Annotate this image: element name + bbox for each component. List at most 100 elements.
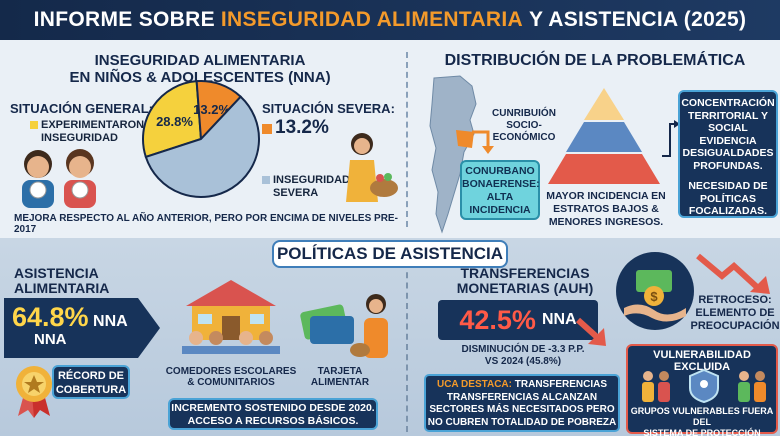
divider-top <box>406 52 408 227</box>
politicas-title: POLÍTICAS DE ASISTENCIA <box>272 240 508 268</box>
argentina-map-icon <box>429 75 477 234</box>
title-highlight: INSEGURIDAD ALIMENTARIA <box>220 8 523 31</box>
conurbano-line3: ALTA <box>486 191 514 203</box>
disminucion-text: DISMINUCIÓN DE -3.3 P.P. VS 2024 (45.8%) <box>448 344 598 368</box>
award-ribbon-icon <box>16 366 52 418</box>
inseguridad-severa-legend: INSEGURIDAD SEVERA <box>262 174 350 200</box>
vulnerabilidad-box: VULNERABILIDAD EXCLUIDA GRUPOS VULNERABL… <box>626 344 778 436</box>
transferencias-title-line2: MONETARIAS (AUH) <box>456 280 594 296</box>
uca-line3: SECTORES MÁS NECESITADOS PERO <box>429 404 615 415</box>
inseguridad-severa-line1: INSEGURIDAD <box>273 174 351 186</box>
comedores-label: COMEDORES ESCOLARES & COMUNITARIOS <box>160 366 302 388</box>
vulnerabilidad-line2: SISTEMA DE PROTECCIÓN SOCIAL <box>643 428 761 436</box>
school-dining-icon <box>182 280 280 354</box>
vulnerabilidad-line1: GRUPOS VULNERABLES FUERA DEL <box>630 406 774 427</box>
conurbano-line4: INCIDENCIA <box>469 204 531 216</box>
down-arrow-icon <box>575 317 606 346</box>
concentracion-box: CONCENTRACIÓN TERRITORIAL Y SOCIAL EVIDE… <box>678 90 778 218</box>
retroceso-line1: RETROCESO: <box>698 294 772 306</box>
tarjeta-line1: TARJETA <box>317 366 363 377</box>
asistencia-unit2: NNA <box>34 331 67 348</box>
woman-basket-icon <box>346 133 398 202</box>
asistencia-unit: NNA <box>93 313 128 330</box>
socioeconomic-pyramid <box>548 88 660 184</box>
incremento-box: INCREMENTO SOSTENIDO DESDE 2020. ACCESO … <box>168 398 378 430</box>
mayor-line1: MAYOR INCIDENCIA EN <box>546 190 666 202</box>
pie-chart: 28.8%13.2% <box>142 80 260 198</box>
experimentaron-line1: EXPERIMENTARON <box>41 119 145 131</box>
top-panel <box>0 40 780 238</box>
transferencias-title-line1: TRANSFERENCIAS <box>460 265 590 281</box>
conurbano-line1: CONURBANO <box>465 165 535 177</box>
uca-line4: NO CUBREN TOTALIDAD DE POBREZA <box>427 416 617 428</box>
bracket-arrow-icon <box>662 120 680 157</box>
pie-label-0: 28.8% <box>156 114 193 129</box>
retroceso-line2: ELEMENTO DE <box>695 307 775 319</box>
transferencias-value: 42.5% <box>459 304 536 335</box>
conurbano-box: CONURBANO BONAERENSE: ALTA INCIDENCIA <box>460 160 540 220</box>
divider-bottom <box>406 262 408 432</box>
retroceso-line3: PREOCUPACIÓN <box>690 320 780 332</box>
mayor-incidencia-text: MAYOR INCIDENCIA EN ESTRATOS BAJOS & MEN… <box>546 190 666 229</box>
pyramid-label: CUNRIBUIÓN SOCIO- ECONÓMICO <box>484 108 564 144</box>
inseguridad-title-line1: INSEGURIDAD ALIMENTARIA <box>94 52 306 69</box>
pie-slice-2 <box>144 95 260 198</box>
asistencia-title-line1: ASISTENCIA <box>14 265 99 281</box>
experimentaron-legend: EXPERIMENTARON INSEGURIDAD <box>30 119 144 145</box>
asistencia-title-line2: ALIMENTARIA <box>14 280 110 296</box>
vulnerable-groups-icon <box>642 368 766 404</box>
children-icon <box>22 149 96 208</box>
comedores-line1: COMEDORES ESCOLARES <box>165 366 297 377</box>
pyramid-label-line2: SOCIO- <box>506 120 542 131</box>
map-pointer-arrow-icon <box>472 130 494 154</box>
box-line4: DESIGUALDADES <box>682 147 774 159</box>
box-line6: NECESIDAD DE <box>688 180 768 192</box>
card-woman-icon <box>300 294 388 358</box>
title-post: Y ASISTENCIA (2025) <box>528 8 747 31</box>
uca-line1: TRANSFERENCIAS <box>514 379 607 390</box>
inseguridad-title: INSEGURIDAD ALIMENTARIA EN NIÑOS & ADOLE… <box>40 52 360 86</box>
money-hands-icon: $ <box>616 252 694 330</box>
mayor-line3: MENORES INGRESOS. <box>548 216 664 228</box>
disminucion-line2: VS 2024 (45.8%) <box>484 356 562 367</box>
incremento-line1: INCREMENTO SOSTENIDO DESDE 2020. <box>171 402 375 414</box>
pie-label-1: 13.2% <box>193 102 230 117</box>
situacion-severa-label: SITUACIÓN SEVERA: <box>262 101 395 116</box>
box-line5: PROFUNDAS. <box>693 159 763 172</box>
tarjeta-line2: ALIMENTAR <box>310 377 370 388</box>
uca-box: UCA DESTACA: TRANSFERENCIAS TRANSFERENCI… <box>424 374 620 432</box>
page-header: INFORME SOBRE INSEGURIDAD ALIMENTARIA Y … <box>0 0 780 40</box>
pie-slice-0 <box>142 80 203 159</box>
asistencia-value-block: 64.8% NNA NNA <box>12 302 152 348</box>
comedores-line2: & COMUNITARIOS <box>187 377 275 388</box>
asistencia-arrow-shape <box>4 298 160 358</box>
severa-value: 13.2% <box>275 117 329 138</box>
retroceso-text: RETROCESO: ELEMENTO DE PREOCUPACIÓN <box>690 294 780 333</box>
orange-square-icon <box>262 123 272 134</box>
record-line1: RÉCORD DE <box>57 370 124 382</box>
severa-legend: 13.2% <box>262 117 329 139</box>
decline-arrow-icon <box>696 253 770 294</box>
title-pre: INFORME SOBRE <box>33 8 215 31</box>
situacion-general-label: SITUACIÓN GENERAL: <box>10 101 153 116</box>
box-line7: POLÍTICAS <box>699 192 756 205</box>
record-line2: COBERTURA <box>55 384 127 396</box>
conurbano-line2: BONAERENSE: <box>462 178 540 190</box>
inseguridad-title-line2: EN NIÑOS & ADOLESCENTES (NNA) <box>69 69 331 86</box>
yellow-square-icon <box>30 121 38 130</box>
mayor-line2: ESTRATOS BAJOS & <box>553 203 659 215</box>
svg-text:$: $ <box>650 289 658 304</box>
disminucion-line1: DISMINUCIÓN DE -3.3 P.P. <box>461 344 585 355</box>
asistencia-value: 64.8% <box>12 302 89 332</box>
asistencia-title: ASISTENCIA ALIMENTARIA <box>14 266 109 296</box>
box-line8: FOCALIZADAS. <box>688 205 768 217</box>
transferencias-title: TRANSFERENCIAS MONETARIAS (AUH) <box>440 266 610 296</box>
distribucion-title: DISTRIBUCIÓN DE LA PROBLEMÁTICA <box>444 52 746 69</box>
record-box: RÉCORD DE COBERTURA <box>52 365 130 399</box>
blue-square-icon <box>262 176 270 185</box>
vulnerabilidad-title: VULNERABILIDAD EXCLUIDA <box>653 349 751 373</box>
box-line3: SOCIAL EVIDENCIA <box>699 122 757 147</box>
uca-label: UCA DESTACA: <box>436 379 512 390</box>
uca-line2: TRANSFERENCIAS ALCANZAN <box>446 391 598 403</box>
box-line2: TERRITORIAL Y <box>688 109 768 122</box>
